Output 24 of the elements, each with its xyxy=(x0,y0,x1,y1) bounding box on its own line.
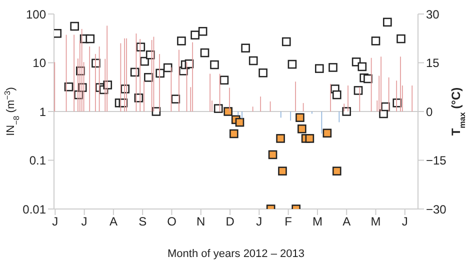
x-tick-label: S xyxy=(138,214,147,229)
x-tick-label: A xyxy=(109,214,118,229)
x-tick-label: F xyxy=(284,214,292,229)
x-tick-label: J xyxy=(256,214,262,229)
x-tick-label: M xyxy=(312,214,322,229)
x-axis-title: Month of years 2012 – 2013 xyxy=(168,248,304,260)
y-tick-label: 1 xyxy=(39,104,46,119)
y2-tick-label: −15 xyxy=(426,154,447,168)
x-tick-label: N xyxy=(196,214,206,229)
x-tick-label: J xyxy=(52,214,58,229)
y2-tick-label: −30 xyxy=(426,202,447,216)
x-tick-label: J xyxy=(402,214,408,229)
y2-tick-label: 15 xyxy=(426,56,440,70)
y-tick-label: 0.01 xyxy=(22,202,46,216)
y2-tick-label: 0 xyxy=(426,104,433,119)
x-tick-label: D xyxy=(226,214,235,229)
y-tick-label: 10 xyxy=(32,56,46,70)
y-tick-label: 100 xyxy=(26,7,46,22)
x-tick-label: O xyxy=(167,214,176,229)
y2-tick-label: 30 xyxy=(426,7,440,22)
x-tick-label: A xyxy=(342,214,351,229)
x-tick-label: J xyxy=(81,214,88,229)
x-tick-label: M xyxy=(370,214,381,229)
y-tick-label: 0.1 xyxy=(29,154,46,168)
